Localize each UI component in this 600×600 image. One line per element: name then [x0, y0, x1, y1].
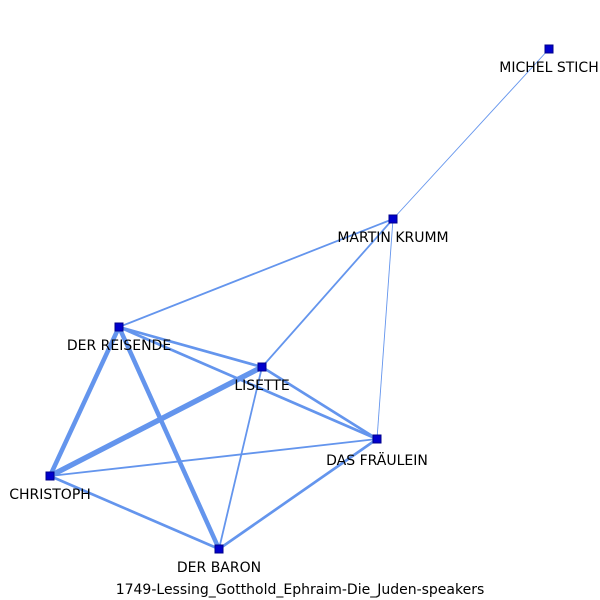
node-label-martin: MARTIN KRUMM: [337, 230, 448, 246]
node-christoph[interactable]: [45, 471, 55, 481]
edge-reisende-baron: [116, 326, 222, 550]
nodes-layer: [45, 44, 554, 554]
edge-reisende-lisette: [118, 325, 263, 369]
edge-christoph-baron: [49, 474, 220, 551]
graph-caption: 1749-Lessing_Gotthold_Ephraim-Die_Juden-…: [115, 582, 485, 598]
edges-layer: [47, 48, 550, 551]
labels-layer: MICHEL STICH MARTIN KRUMM DER REISENDE LISE…: [9, 60, 599, 576]
edge-martin-fraulein: [376, 218, 394, 440]
node-label-fraulein: DAS FRÄULEIN: [326, 451, 428, 469]
edge-fraulein-baron: [218, 437, 378, 551]
node-label-baron: DER BARON: [177, 560, 261, 576]
node-michel[interactable]: [544, 44, 554, 54]
node-baron[interactable]: [214, 544, 224, 554]
edge-lisette-christoph: [48, 364, 264, 479]
node-label-michel: MICHEL STICH: [499, 60, 598, 76]
node-martin[interactable]: [388, 214, 398, 224]
edge-reisende-fraulein: [118, 325, 378, 441]
node-label-christoph: CHRISTOPH: [9, 487, 91, 503]
edge-lisette-fraulein: [261, 365, 378, 441]
edge-michel-martin: [392, 48, 550, 220]
edge-reisende-christoph: [47, 326, 122, 477]
edge-martin-reisende: [118, 218, 394, 328]
node-reisende[interactable]: [114, 322, 124, 332]
node-fraulein[interactable]: [372, 434, 382, 444]
node-lisette[interactable]: [257, 362, 267, 372]
edge-lisette-baron: [218, 366, 263, 550]
node-label-reisende: DER REISENDE: [67, 338, 171, 354]
node-label-lisette: LISETTE: [234, 378, 289, 394]
edge-martin-lisette: [261, 218, 394, 368]
edge-christoph-fraulein: [49, 438, 378, 477]
